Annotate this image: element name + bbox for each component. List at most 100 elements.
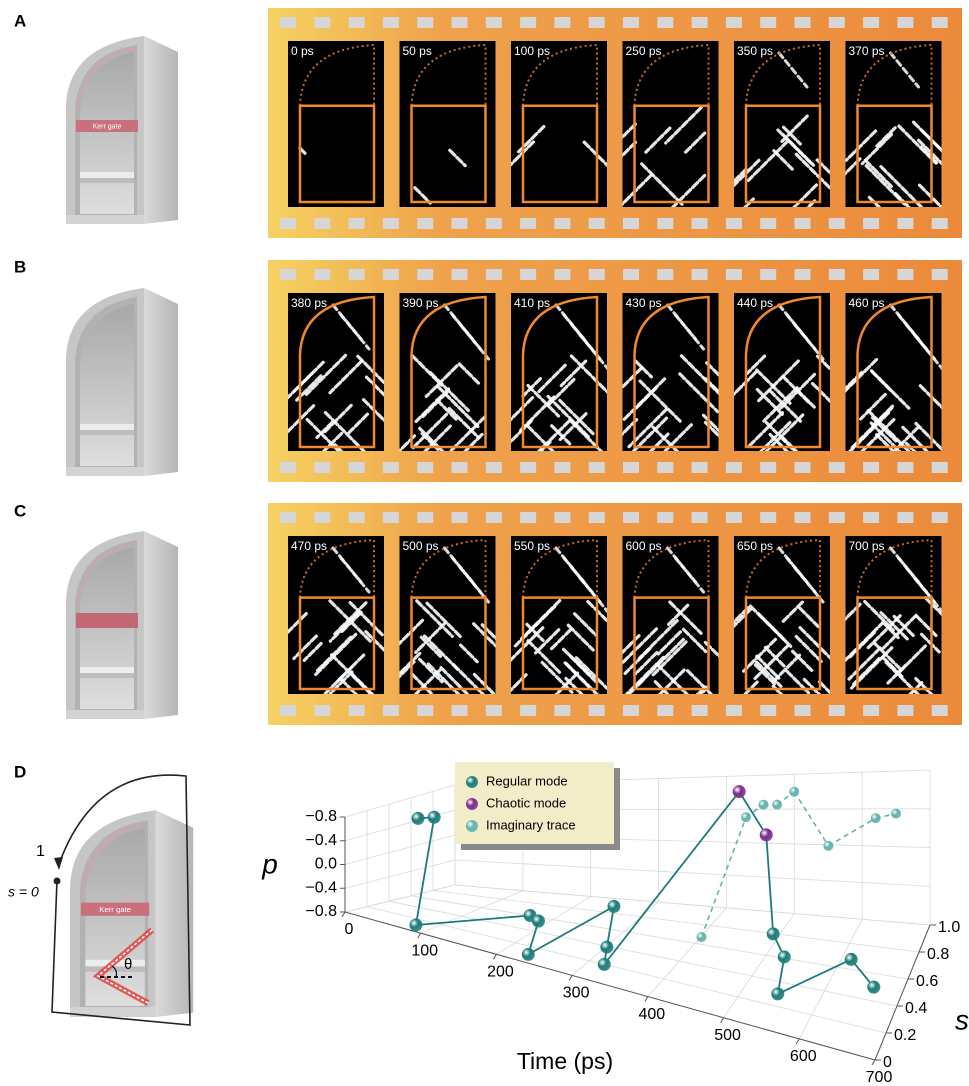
y-tick-label: −0.4 xyxy=(305,832,337,849)
sprocket-hole xyxy=(932,462,948,473)
cabinet-base xyxy=(66,215,144,224)
x-tick-label: 400 xyxy=(639,1006,666,1023)
x-tick-label: 300 xyxy=(563,985,590,1002)
sprocket-hole xyxy=(280,269,296,280)
sprocket-hole xyxy=(349,218,365,229)
sprocket-hole xyxy=(829,218,845,229)
sprocket-hole xyxy=(726,705,742,716)
sprocket-hole xyxy=(554,17,570,28)
grid-line xyxy=(648,908,727,997)
sprocket-hole xyxy=(760,705,776,716)
sprocket-hole xyxy=(349,462,365,473)
frame xyxy=(288,536,384,694)
cabinet-shelf xyxy=(80,172,134,178)
sprocket-hole xyxy=(452,512,468,523)
cabinet-side xyxy=(144,288,178,476)
sprocket-hole xyxy=(760,17,776,28)
y-tick-label: −0.8 xyxy=(305,808,337,825)
sprocket-hole xyxy=(897,462,913,473)
sprocket-hole xyxy=(932,705,948,716)
sprocket-hole xyxy=(589,218,605,229)
sprocket-hole xyxy=(829,17,845,28)
data-point xyxy=(733,785,746,798)
sprocket-hole xyxy=(486,269,502,280)
sprocket-hole xyxy=(795,512,811,523)
sprocket-hole xyxy=(349,512,365,523)
sprocket-hole xyxy=(314,462,330,473)
sprocket-hole xyxy=(280,17,296,28)
legend-marker xyxy=(466,798,478,810)
x-tick xyxy=(721,1018,724,1023)
arrow-head xyxy=(54,857,63,870)
sprocket-hole xyxy=(452,17,468,28)
data-point xyxy=(600,941,613,954)
z-tick-label: 0.8 xyxy=(927,946,949,963)
x-tick xyxy=(493,954,496,959)
sprocket-hole xyxy=(589,462,605,473)
sprocket-hole xyxy=(657,705,673,716)
sprocket-hole xyxy=(897,512,913,523)
data-point xyxy=(891,809,901,819)
sprocket-hole xyxy=(932,269,948,280)
sprocket-hole xyxy=(897,269,913,280)
sprocket-hole xyxy=(554,218,570,229)
imaginary-segment xyxy=(794,792,828,846)
data-point xyxy=(409,918,422,931)
sprocket-hole xyxy=(795,269,811,280)
sprocket-hole xyxy=(383,512,399,523)
sprocket-hole xyxy=(863,17,879,28)
sprocket-hole xyxy=(897,218,913,229)
sprocket-hole xyxy=(452,462,468,473)
data-point xyxy=(522,948,535,961)
data-point xyxy=(772,800,782,810)
sprocket-hole xyxy=(623,269,639,280)
y-tick-label: −0.8 xyxy=(305,903,337,920)
y-axis-label: p xyxy=(261,848,278,879)
x-tick-label: 100 xyxy=(411,942,438,959)
x-tick xyxy=(342,912,345,917)
cabinet-side xyxy=(144,531,178,719)
arc-end-label: 1 xyxy=(36,843,45,860)
frame-time: 370 ps xyxy=(849,44,885,58)
sprocket-hole xyxy=(452,218,468,229)
frame xyxy=(511,41,607,207)
data-point xyxy=(532,914,545,927)
sprocket-hole xyxy=(520,705,536,716)
frame-time: 650 ps xyxy=(737,539,773,553)
data-point xyxy=(767,927,780,940)
sprocket-hole xyxy=(349,269,365,280)
trajectory-segment xyxy=(766,835,773,934)
cabinet-shelf-shade xyxy=(80,178,134,183)
grid-line xyxy=(345,885,455,912)
x-tick-label: 700 xyxy=(866,1069,893,1086)
sprocket-hole xyxy=(417,17,433,28)
x-tick-label: 0 xyxy=(345,921,354,938)
frame-time: 600 ps xyxy=(626,539,662,553)
frame-time: 100 ps xyxy=(514,44,550,58)
frame-time: 460 ps xyxy=(849,296,885,310)
sprocket-hole xyxy=(692,269,708,280)
grid-line xyxy=(433,890,919,952)
data-point xyxy=(771,987,784,1000)
data-point xyxy=(741,812,751,822)
sprocket-hole xyxy=(520,17,536,28)
sprocket-hole xyxy=(554,705,570,716)
imaginary-segment xyxy=(702,817,747,937)
sprocket-hole xyxy=(726,218,742,229)
grid-line xyxy=(345,860,455,888)
panel-label: B xyxy=(14,257,26,276)
sprocket-hole xyxy=(589,17,605,28)
x-tick xyxy=(645,997,648,1002)
sprocket-hole xyxy=(692,218,708,229)
sprocket-hole xyxy=(760,512,776,523)
sprocket-hole xyxy=(692,512,708,523)
frame-time: 550 ps xyxy=(514,539,550,553)
sprocket-hole xyxy=(726,462,742,473)
frame-time: 500 ps xyxy=(403,539,439,553)
y-tick-label: −0.4 xyxy=(305,879,337,896)
sprocket-hole xyxy=(623,462,639,473)
sprocket-hole xyxy=(829,705,845,716)
sprocket-hole xyxy=(520,269,536,280)
sprocket-hole xyxy=(280,512,296,523)
sprocket-hole xyxy=(760,218,776,229)
